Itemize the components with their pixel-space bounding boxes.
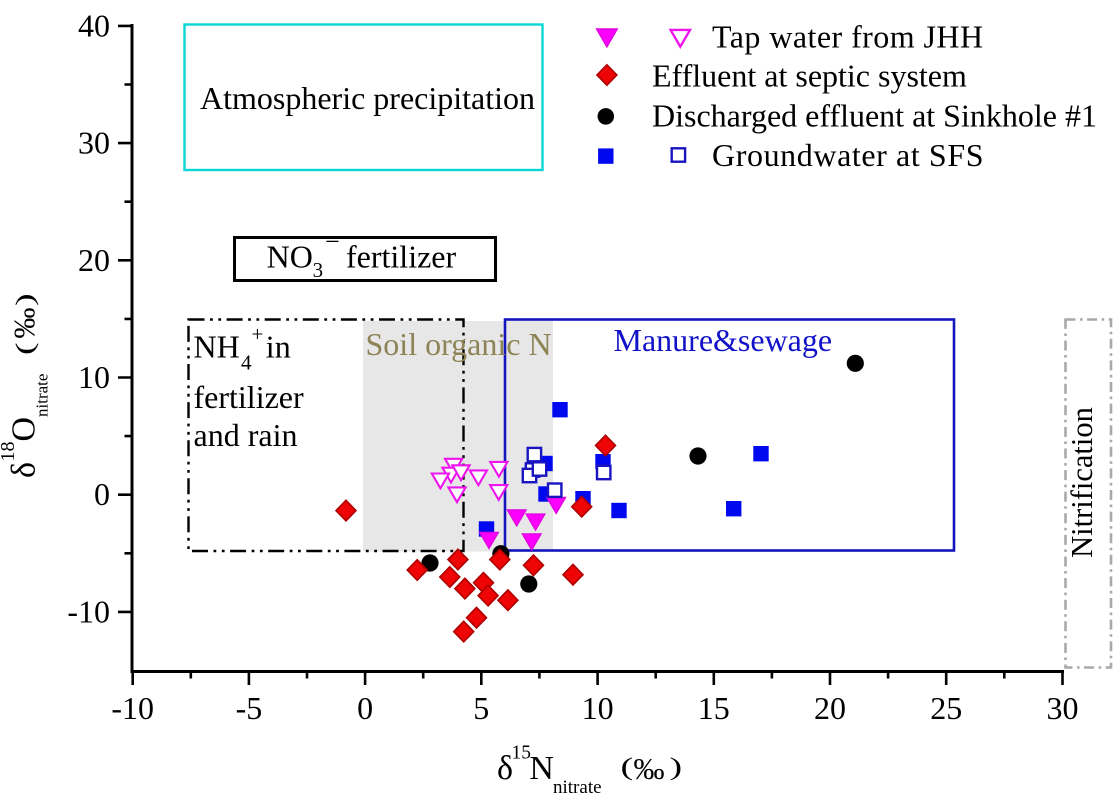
svg-text:nitrate: nitrate (33, 374, 52, 417)
svg-text:40: 40 (78, 7, 110, 43)
svg-text:‰: ‰ (634, 751, 665, 786)
svg-text:30: 30 (1047, 690, 1079, 726)
svg-text:-10: -10 (111, 690, 154, 726)
svg-text:10: 10 (78, 359, 110, 395)
svg-text:): ) (11, 293, 40, 306)
svg-text:Soil organic N: Soil organic N (366, 326, 552, 362)
svg-text:30: 30 (78, 125, 110, 161)
svg-text:3: 3 (313, 258, 324, 282)
svg-text:fertilizer: fertilizer (194, 379, 304, 415)
svg-text:nitrate: nitrate (553, 777, 602, 798)
svg-text:O: O (6, 417, 43, 442)
svg-text:−: − (325, 227, 340, 256)
svg-text:25: 25 (930, 690, 962, 726)
svg-text:-5: -5 (236, 690, 263, 726)
svg-text:15: 15 (698, 690, 730, 726)
svg-text:-10: -10 (67, 593, 110, 629)
svg-text:Manure&sewage: Manure&sewage (614, 322, 833, 358)
svg-text:in: in (266, 329, 291, 365)
svg-text:Tap water from JHH: Tap water from JHH (712, 19, 984, 55)
svg-text:fertilizer: fertilizer (346, 239, 456, 275)
svg-text:δ: δ (6, 462, 43, 478)
svg-text:Groundwater at SFS: Groundwater at SFS (712, 137, 984, 173)
svg-text:15: 15 (512, 743, 532, 764)
svg-text:0: 0 (94, 476, 110, 512)
svg-text:0: 0 (357, 690, 373, 726)
svg-text:(: ( (11, 342, 40, 355)
svg-text:20: 20 (78, 242, 110, 278)
svg-text:Nitrification: Nitrification (1065, 407, 1099, 558)
svg-text:NH: NH (194, 329, 240, 365)
svg-text:): ) (670, 753, 683, 782)
svg-text:NO: NO (267, 239, 313, 275)
svg-text:+: + (252, 322, 264, 346)
svg-text:20: 20 (814, 690, 846, 726)
svg-text:4: 4 (241, 350, 252, 374)
svg-text:10: 10 (582, 690, 614, 726)
svg-text:18: 18 (0, 442, 19, 462)
svg-text:and rain: and rain (194, 417, 298, 453)
svg-text:Effluent at septic system: Effluent at septic system (652, 57, 967, 93)
svg-text:Atmospheric precipitation: Atmospheric precipitation (200, 80, 535, 116)
svg-text:‰: ‰ (7, 308, 42, 339)
svg-text:(: ( (621, 753, 634, 782)
svg-text:Discharged effluent at Sinkhol: Discharged effluent at Sinkhole #1 (652, 98, 1097, 134)
svg-text:5: 5 (473, 690, 489, 726)
svg-text:δ: δ (497, 750, 513, 787)
svg-text:N: N (529, 750, 554, 787)
